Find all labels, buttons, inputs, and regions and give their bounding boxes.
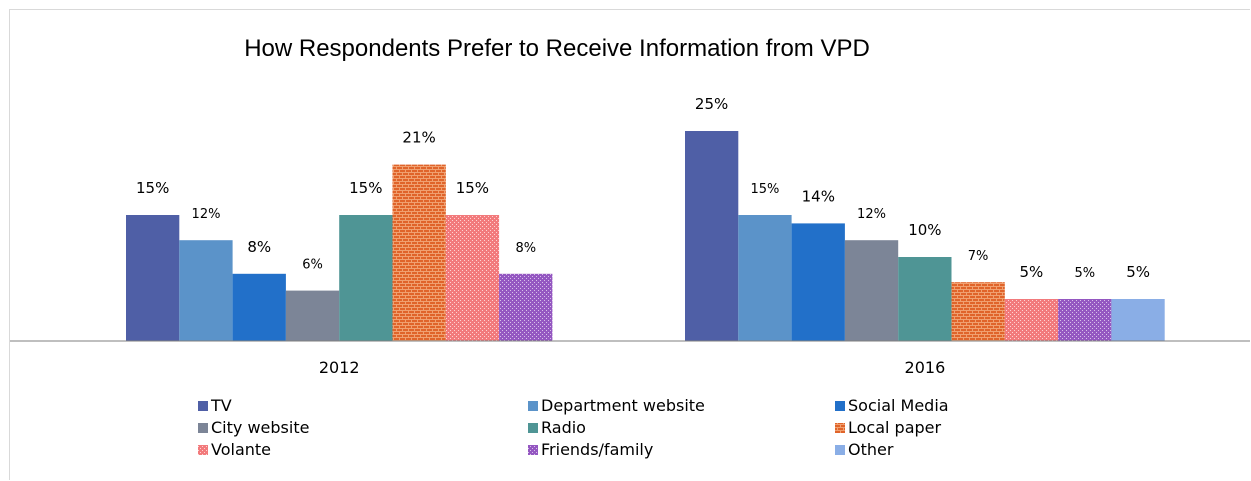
data-label-2016-department-website: 15% (750, 182, 779, 197)
bar-2016-radio (898, 257, 952, 341)
bar-2012-friends-family (499, 273, 553, 341)
data-label-2016-friends-family: 5% (1074, 266, 1095, 281)
chart-svg: How Respondents Prefer to Receive Inform… (10, 35, 1250, 459)
bar-2016-volante (1004, 299, 1059, 341)
legend: TV Department website Social Media City web… (198, 396, 949, 459)
legend-label-radio: Radio (541, 418, 586, 437)
legend-label-local-paper: Local paper (848, 418, 942, 437)
bar-2012-city-website (285, 290, 340, 341)
legend-swatch-local-paper (835, 423, 845, 433)
legend-item-volante: Volante (198, 440, 271, 459)
data-label-2016-volante: 5% (1020, 263, 1044, 281)
data-label-2016-local-paper: 7% (968, 249, 989, 264)
data-label-2016-tv: 25% (695, 95, 728, 113)
legend-swatch-other (835, 445, 845, 455)
category-label-2016: 2016 (905, 358, 946, 377)
chart-title: How Respondents Prefer to Receive Inform… (244, 35, 870, 62)
data-labels-layer: 15% 12% 8% 6% 15% 21% 15% 8% 25% 15% 14% 12% 10% 7% 5%… (136, 95, 1150, 281)
legend-item-tv: TV (198, 396, 232, 415)
chart-frame: How Respondents Prefer to Receive Inform… (9, 9, 1250, 480)
bar-2012-volante (445, 215, 500, 341)
legend-swatch-friends-family (528, 445, 538, 455)
legend-label-social-media: Social Media (848, 396, 949, 415)
legend-item-social-media: Social Media (835, 396, 949, 415)
legend-item-friends-family: Friends/family (528, 440, 653, 459)
legend-item-radio: Radio (528, 418, 586, 437)
legend-swatch-tv (198, 401, 208, 411)
bar-2012-local-paper (392, 164, 446, 341)
bars-layer (126, 131, 1165, 341)
data-label-2012-city-website: 6% (302, 258, 323, 273)
bar-2016-social-media (791, 223, 845, 341)
data-label-2012-friends-family: 8% (515, 241, 536, 256)
legend-label-department-website: Department website (541, 396, 705, 415)
legend-label-volante: Volante (211, 440, 271, 459)
legend-swatch-city-website (198, 423, 208, 433)
data-label-2016-radio: 10% (908, 221, 941, 239)
legend-item-local-paper: Local paper (835, 418, 942, 437)
category-labels-layer: 2012 2016 (319, 358, 945, 377)
data-label-2012-department-website: 12% (192, 207, 221, 222)
bar-2016-other (1111, 299, 1165, 341)
bar-2012-radio (339, 215, 393, 341)
legend-item-city-website: City website (198, 418, 309, 437)
legend-item-other: Other (835, 440, 894, 459)
legend-label-tv: TV (210, 396, 232, 415)
bar-2012-tv (126, 215, 180, 341)
bar-2012-social-media (232, 273, 286, 341)
legend-swatch-department-website (528, 401, 538, 411)
data-label-2016-city-website: 12% (857, 207, 886, 222)
bar-2016-friends-family (1058, 299, 1112, 341)
category-label-2012: 2012 (319, 358, 360, 377)
legend-label-city-website: City website (211, 418, 309, 437)
data-label-2012-social-media: 8% (247, 238, 271, 256)
legend-swatch-radio (528, 423, 538, 433)
legend-swatch-social-media (835, 401, 845, 411)
bar-2016-city-website (844, 240, 899, 341)
bar-2012-department-website (179, 240, 233, 341)
data-label-2012-local-paper: 21% (402, 129, 435, 147)
data-label-2012-tv: 15% (136, 179, 169, 197)
legend-label-other: Other (848, 440, 894, 459)
legend-swatch-volante (198, 445, 208, 455)
data-label-2016-other: 5% (1126, 263, 1150, 281)
legend-item-department-website: Department website (528, 396, 705, 415)
bar-2016-tv (685, 131, 739, 341)
data-label-2012-volante: 15% (456, 179, 489, 197)
data-label-2016-social-media: 14% (802, 187, 835, 205)
data-label-2012-radio: 15% (349, 179, 382, 197)
bar-2016-department-website (738, 215, 792, 341)
bar-2016-local-paper (951, 282, 1005, 341)
legend-label-friends-family: Friends/family (541, 440, 653, 459)
